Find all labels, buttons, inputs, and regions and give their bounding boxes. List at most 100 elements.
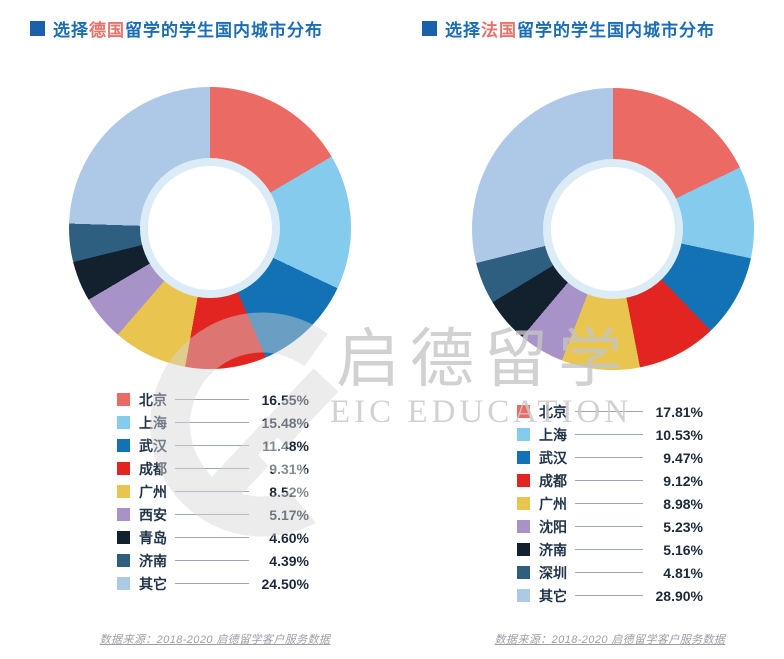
legend-row: 北京 16.55% [117,388,309,411]
legend-label: 成都 [139,460,167,477]
legend-label: 济南 [139,552,167,569]
legend-swatch [117,439,130,452]
legend-value: 8.98% [663,495,703,512]
legend-swatch [117,416,130,429]
legend-leader-line [175,583,249,584]
legend-swatch [517,451,530,464]
legend-swatch [517,566,530,579]
france-data-source: 数据来源：2018-2020 启德留学客户服务数据 [494,634,726,646]
legend-value: 16.55% [261,391,309,408]
title-highlight-country: 德国 [89,21,125,40]
legend-value: 28.90% [655,587,703,604]
legend-swatch [117,508,130,521]
legend-leader-line [575,503,643,504]
legend-label: 广州 [539,495,567,512]
title-prefix: 选择 [53,21,89,40]
legend-row: 成都 9.12% [517,469,703,492]
legend-label: 上海 [139,414,167,431]
germany-panel: 选择德国留学的学生国内城市分布 北京 16.55% 上海 15.48% 武汉 11.48%… [0,0,392,659]
legend-label: 其它 [539,587,567,604]
legend-swatch [117,462,130,475]
germany-data-source: 数据来源：2018-2020 启德留学客户服务数据 [99,634,331,646]
france-panel: 选择法国留学的学生国内城市分布 北京 17.81% 上海 10.53% 武汉 9.47% 成… [392,0,784,659]
legend-row: 武汉 9.47% [517,446,703,469]
legend-label: 西安 [139,506,167,523]
legend-row: 北京 17.81% [517,400,703,423]
legend-leader-line [575,549,643,550]
legend-label: 成都 [539,472,567,489]
france-chart-title: 选择法国留学的学生国内城市分布 [445,16,715,41]
title-bullet-icon [30,21,45,36]
legend-leader-line [575,595,643,596]
title-prefix: 选择 [445,21,481,40]
legend-leader-line [175,422,249,423]
france-legend: 北京 17.81% 上海 10.53% 武汉 9.47% 成都 9.12% 广州 8.98% 沈阳 5… [517,400,703,607]
legend-leader-line [175,399,249,400]
legend-label: 深圳 [539,564,567,581]
legend-value: 5.23% [663,518,703,535]
legend-row: 深圳 4.81% [517,561,703,584]
legend-row: 济南 5.16% [517,538,703,561]
legend-swatch [117,485,130,498]
germany-donut-chart [69,87,351,369]
legend-leader-line [575,480,643,481]
legend-label: 济南 [539,541,567,558]
legend-leader-line [175,491,249,492]
legend-row: 其它 28.90% [517,584,703,607]
legend-row: 青岛 4.60% [117,526,309,549]
legend-row: 其它 24.50% [117,572,309,595]
legend-swatch [517,497,530,510]
legend-label: 武汉 [539,449,567,466]
legend-swatch [517,428,530,441]
legend-value: 24.50% [261,575,309,592]
legend-value: 9.47% [663,449,703,466]
legend-row: 广州 8.52% [117,480,309,503]
title-suffix: 留学的学生国内城市分布 [125,21,323,40]
france-title-row: 选择法国留学的学生国内城市分布 [422,16,715,41]
legend-label: 广州 [139,483,167,500]
legend-leader-line [175,468,249,469]
legend-row: 武汉 11.48% [117,434,309,457]
legend-leader-line [175,445,249,446]
legend-row: 沈阳 5.23% [517,515,703,538]
legend-leader-line [575,411,643,412]
legend-leader-line [575,572,643,573]
legend-leader-line [175,514,249,515]
germany-title-row: 选择德国留学的学生国内城市分布 [30,16,323,41]
title-highlight-country: 法国 [481,21,517,40]
legend-label: 北京 [539,403,567,420]
legend-row: 西安 5.17% [117,503,309,526]
legend-value: 8.52% [269,483,309,500]
legend-swatch [517,520,530,533]
legend-leader-line [575,434,643,435]
legend-value: 9.12% [663,472,703,489]
legend-leader-line [175,537,249,538]
legend-row: 成都 9.31% [117,457,309,480]
legend-leader-line [575,457,643,458]
legend-swatch [117,554,130,567]
legend-swatch [117,393,130,406]
legend-label: 青岛 [139,529,167,546]
legend-label: 上海 [539,426,567,443]
legend-row: 广州 8.98% [517,492,703,515]
legend-value: 5.17% [269,506,309,523]
germany-legend: 北京 16.55% 上海 15.48% 武汉 11.48% 成都 9.31% 广州 8.52% 西安… [117,388,309,595]
france-donut-chart [472,88,754,370]
legend-swatch [517,405,530,418]
legend-value: 4.60% [269,529,309,546]
legend-label: 沈阳 [539,518,567,535]
legend-value: 15.48% [261,414,309,431]
legend-swatch [117,577,130,590]
legend-value: 4.81% [663,564,703,581]
legend-swatch [517,474,530,487]
legend-value: 5.16% [663,541,703,558]
legend-value: 17.81% [655,403,703,420]
legend-value: 9.31% [269,460,309,477]
legend-value: 4.39% [269,552,309,569]
legend-swatch [117,531,130,544]
legend-label: 其它 [139,575,167,592]
legend-leader-line [575,526,643,527]
legend-swatch [517,589,530,602]
legend-label: 武汉 [139,437,167,454]
